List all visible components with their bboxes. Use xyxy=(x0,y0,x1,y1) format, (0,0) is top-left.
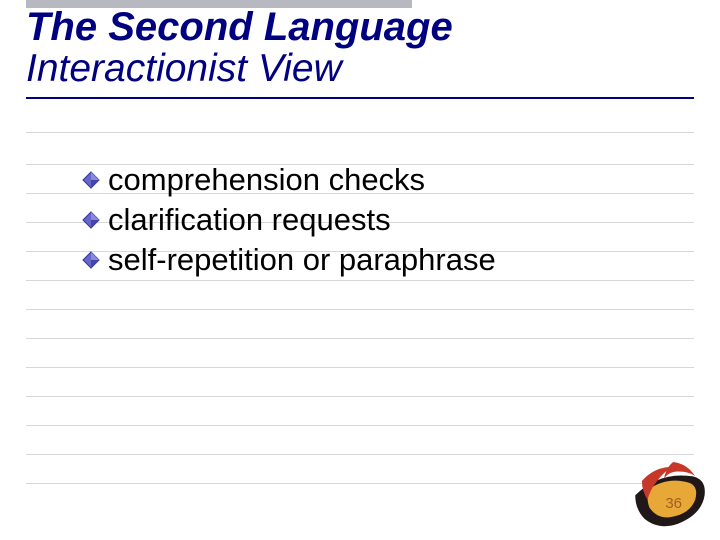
title-text-1: The Second Language xyxy=(26,5,453,49)
title-block: The Second Language Interactionist View xyxy=(0,0,720,91)
bullet-text: self-repetition or paraphrase xyxy=(108,242,496,278)
list-item: comprehension checks xyxy=(82,162,694,198)
title-line-1: The Second Language xyxy=(26,6,720,48)
bullet-list: comprehension checks clarification reque… xyxy=(26,130,694,278)
diamond-bullet-icon xyxy=(82,211,100,229)
list-item: self-repetition or paraphrase xyxy=(82,242,694,278)
diamond-bullet-icon xyxy=(82,251,100,269)
page-number: 36 xyxy=(665,495,682,512)
title-underline xyxy=(26,97,694,99)
bullet-text: comprehension checks xyxy=(108,162,425,198)
title-line-2: Interactionist View xyxy=(26,48,720,91)
diamond-bullet-icon xyxy=(82,171,100,189)
corner-swoosh-icon xyxy=(621,443,716,538)
bullet-text: clarification requests xyxy=(108,202,391,238)
body-area: comprehension checks clarification reque… xyxy=(26,130,694,510)
list-item: clarification requests xyxy=(82,202,694,238)
